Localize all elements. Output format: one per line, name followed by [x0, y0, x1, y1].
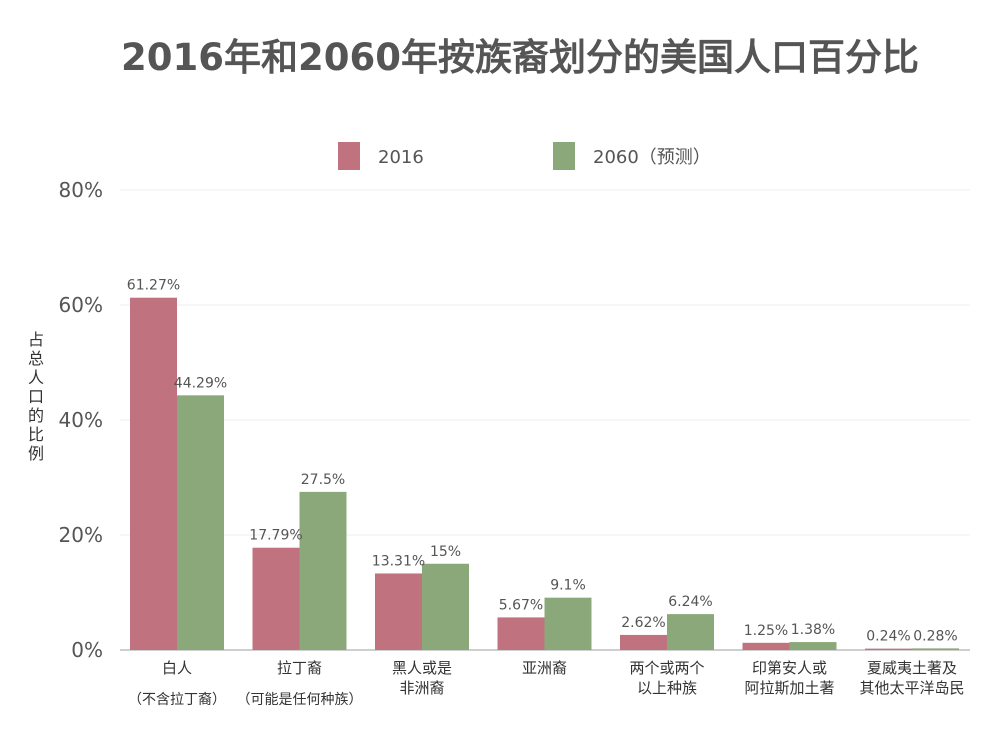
- x-tick-label: 印第安人或: [752, 659, 827, 677]
- x-tick-label: 以上种族: [637, 679, 697, 697]
- data-label: 0.24%: [866, 629, 910, 645]
- bar: [497, 617, 545, 650]
- x-tick-label: 两个或两个: [629, 659, 704, 677]
- y-tick-label: 20%: [59, 523, 103, 547]
- data-label: 0.28%: [913, 628, 957, 644]
- bar: [252, 547, 300, 650]
- bar: [299, 491, 347, 650]
- chart-title: 2016年和2060年按族裔划分的美国人口百分比: [121, 36, 919, 79]
- x-tick-label: 阿拉斯加土著: [744, 679, 834, 697]
- y-tick-label: 80%: [59, 178, 103, 202]
- grid: [120, 189, 970, 651]
- bar: [422, 563, 469, 650]
- data-label: 1.25%: [744, 623, 788, 639]
- legend-swatch: [338, 142, 360, 170]
- x-tick-note: （不含拉丁裔）: [128, 691, 226, 708]
- x-tick-label: 非洲裔: [399, 679, 444, 697]
- data-label: 6.24%: [668, 594, 712, 610]
- y-tick-label: 40%: [59, 408, 103, 432]
- data-label: 1.38%: [791, 622, 835, 638]
- data-label: 9.1%: [550, 578, 586, 594]
- x-tick-label: 白人: [162, 659, 192, 677]
- legend-label: 2016: [378, 147, 424, 168]
- bar: [375, 573, 422, 650]
- legend-label: 2060（预测）: [593, 147, 711, 168]
- y-axis: 0% 20% 40% 60% 80%: [59, 178, 103, 662]
- data-label: 2.62%: [621, 615, 665, 631]
- legend: 2016 2060（预测）: [338, 142, 711, 170]
- data-label: 27.5%: [301, 472, 345, 488]
- y-tick-label: 60%: [59, 293, 103, 317]
- bar: [789, 642, 837, 650]
- x-tick-note: （可能是任何种族）: [237, 692, 363, 708]
- bar: [177, 395, 224, 650]
- data-label: 44.29%: [174, 375, 227, 391]
- x-tick-label: 拉丁裔: [277, 659, 322, 677]
- x-tick-label: 夏威夷土著及: [867, 659, 957, 677]
- data-label: 61.27%: [127, 278, 180, 294]
- legend-swatch: [553, 142, 575, 170]
- x-tick-label: 其他太平洋岛民: [859, 679, 964, 697]
- data-label: 13.31%: [372, 553, 425, 569]
- y-tick-label: 0%: [71, 638, 103, 662]
- data-label: 15%: [430, 544, 461, 560]
- data-labels: 61.27% 17.79% 13.31% 5.67% 2.62% 1.25% 0.24% 44…: [127, 278, 958, 645]
- bar: [544, 597, 592, 650]
- data-label: 5.67%: [499, 597, 543, 613]
- x-tick-label: 亚洲裔: [522, 659, 567, 677]
- data-label: 17.79%: [249, 528, 302, 544]
- bar: [620, 634, 667, 650]
- bar: [130, 297, 177, 650]
- bars: [130, 297, 959, 650]
- y-axis-title: 占总人口的比例: [28, 330, 44, 463]
- x-tick-label: 黑人或是: [392, 659, 452, 677]
- bar: [865, 648, 912, 650]
- bar: [912, 648, 959, 650]
- bar: [742, 642, 790, 650]
- bar: [667, 614, 714, 650]
